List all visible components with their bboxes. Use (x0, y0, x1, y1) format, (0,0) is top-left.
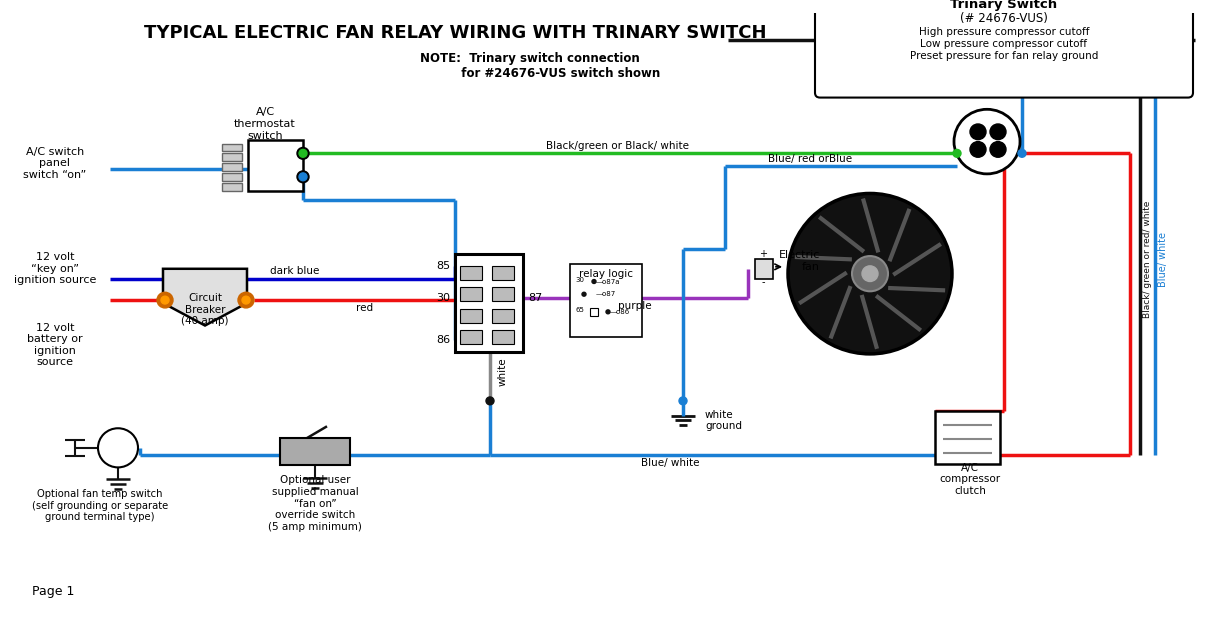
Text: purple: purple (618, 301, 652, 311)
Text: 85: 85 (436, 261, 450, 271)
Bar (492, 309, 514, 322)
Bar (492, 266, 514, 279)
Text: white
ground: white ground (705, 410, 742, 431)
Circle shape (299, 150, 307, 157)
Text: (# 24676-VUS): (# 24676-VUS) (960, 12, 1048, 25)
Bar (221, 173, 242, 181)
Text: —o87a: —o87a (597, 278, 621, 284)
Circle shape (157, 292, 173, 308)
Text: Preset pressure for fan relay ground: Preset pressure for fan relay ground (910, 50, 1099, 60)
Circle shape (582, 292, 586, 296)
Text: TYPICAL ELECTRIC FAN RELAY WIRING WITH TRINARY SWITCH: TYPICAL ELECTRIC FAN RELAY WIRING WITH T… (144, 24, 766, 42)
Text: —o86: —o86 (610, 309, 630, 315)
Bar (492, 288, 514, 301)
Bar (460, 330, 482, 344)
Text: Blue/ red orBlue: Blue/ red orBlue (768, 154, 852, 164)
Bar (221, 183, 242, 191)
Circle shape (862, 266, 878, 281)
Text: 87: 87 (528, 293, 542, 303)
Bar (935, 410, 999, 465)
Text: 12 volt
“key on”
ignition source: 12 volt “key on” ignition source (13, 252, 96, 286)
Circle shape (98, 428, 138, 468)
Text: —o87: —o87 (597, 291, 616, 297)
Bar (280, 438, 350, 465)
Bar (492, 330, 514, 344)
Bar (221, 163, 242, 171)
Text: High pressure compressor cutoff: High pressure compressor cutoff (918, 27, 1089, 37)
Bar (755, 259, 773, 279)
Text: A/C
compressor
clutch: A/C compressor clutch (939, 463, 1001, 496)
Text: +: + (759, 249, 767, 259)
Circle shape (238, 292, 254, 308)
Circle shape (990, 124, 1006, 140)
Circle shape (990, 142, 1006, 157)
Bar (460, 309, 482, 322)
Circle shape (953, 150, 961, 157)
Bar (460, 266, 482, 279)
Circle shape (788, 194, 952, 354)
Text: 30: 30 (436, 293, 450, 303)
Text: -: - (761, 278, 765, 288)
Circle shape (606, 310, 610, 314)
Text: 12 volt
battery or
ignition
source: 12 volt battery or ignition source (27, 323, 82, 368)
Text: Page 1: Page 1 (31, 585, 74, 598)
Text: Optional user
supplied manual
“fan on”
override switch
(5 amp minimum): Optional user supplied manual “fan on” o… (269, 476, 362, 532)
Text: Black/ green or red/ white: Black/ green or red/ white (1143, 201, 1152, 318)
Text: Low pressure compressor cutoff: Low pressure compressor cutoff (921, 39, 1088, 49)
Text: A/C
thermostat
switch: A/C thermostat switch (234, 107, 296, 140)
Circle shape (242, 296, 250, 304)
Bar (460, 288, 482, 301)
Circle shape (953, 109, 1020, 174)
Circle shape (970, 124, 986, 140)
Text: A/C switch
panel
switch “on”: A/C switch panel switch “on” (23, 147, 87, 179)
Text: 30: 30 (575, 276, 584, 283)
Bar (455, 254, 523, 352)
Text: relay logic: relay logic (580, 269, 633, 279)
Circle shape (679, 397, 687, 405)
Text: Black/green or Black/ white: Black/green or Black/ white (547, 140, 690, 150)
Text: white: white (499, 357, 508, 386)
Polygon shape (163, 269, 247, 325)
FancyBboxPatch shape (816, 0, 1193, 97)
Circle shape (486, 397, 494, 405)
Text: 86: 86 (436, 335, 450, 345)
Circle shape (296, 171, 309, 183)
Text: dark blue: dark blue (270, 266, 319, 276)
Circle shape (852, 256, 888, 291)
Text: red: red (357, 303, 374, 313)
Text: Trinary Switch: Trinary Switch (950, 0, 1058, 11)
Text: Blue/ white: Blue/ white (641, 458, 699, 468)
Bar (248, 140, 302, 191)
Text: Electric
fan: Electric fan (778, 250, 820, 272)
Text: NOTE:  Trinary switch connection
          for #24676-VUS switch shown: NOTE: Trinary switch connection for #246… (420, 52, 661, 80)
Text: Blue/ white: Blue/ white (1158, 232, 1168, 286)
Circle shape (299, 173, 307, 181)
Bar (221, 143, 242, 152)
Bar (590, 308, 598, 315)
Bar (570, 264, 643, 337)
Text: Circuit
Breaker
(40 amp): Circuit Breaker (40 amp) (182, 293, 229, 327)
Text: Optional fan temp switch
(self grounding or separate
ground terminal type): Optional fan temp switch (self grounding… (31, 489, 168, 522)
Circle shape (296, 147, 309, 159)
Circle shape (970, 142, 986, 157)
Circle shape (161, 296, 169, 304)
Text: 65: 65 (575, 307, 584, 313)
Bar (221, 153, 242, 161)
Circle shape (1018, 150, 1026, 157)
Circle shape (592, 279, 597, 283)
